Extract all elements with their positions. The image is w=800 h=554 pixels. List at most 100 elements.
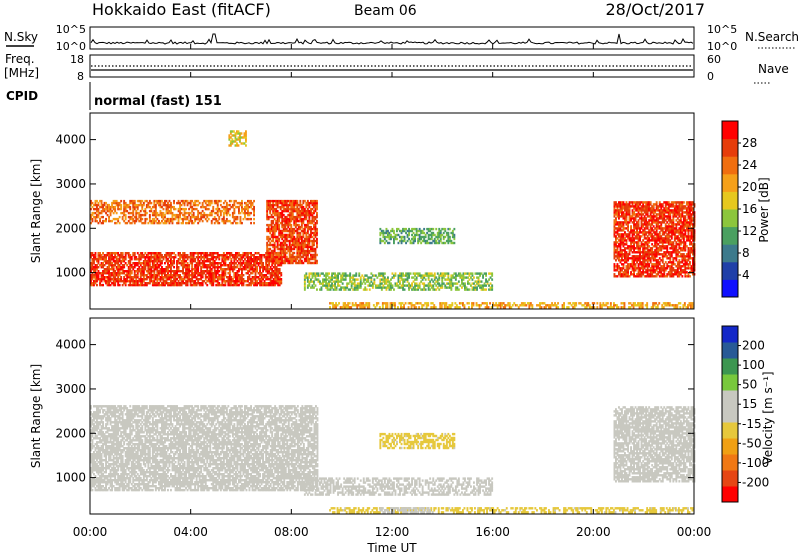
power-cell — [296, 201, 299, 205]
power-cell — [197, 258, 200, 261]
power-cell — [282, 225, 285, 229]
power-cell — [189, 252, 192, 255]
power-cell — [291, 203, 294, 207]
power-cell — [224, 260, 227, 263]
power-cell — [306, 221, 309, 225]
power-cell — [430, 227, 433, 231]
power-cell — [129, 272, 132, 275]
power-cell — [210, 274, 213, 277]
power-cell — [477, 280, 480, 283]
power-cell — [108, 254, 110, 257]
power-cell — [251, 280, 254, 283]
power-cell — [124, 254, 127, 257]
power-cell — [296, 243, 299, 247]
power-cell — [631, 213, 634, 216]
power-cell — [180, 256, 183, 259]
power-cell — [185, 215, 187, 219]
power-cell — [168, 278, 171, 281]
power-cell — [142, 213, 145, 217]
power-cell — [498, 304, 501, 307]
power-cell — [240, 132, 243, 135]
power-cell — [248, 199, 251, 203]
power-cell — [539, 304, 541, 307]
power-cell — [588, 304, 591, 307]
power-cell — [204, 213, 207, 217]
power-cell — [282, 217, 285, 221]
power-cell — [237, 138, 240, 141]
power-cell — [254, 282, 257, 285]
power-cell — [191, 266, 194, 269]
power-cell — [136, 203, 139, 207]
power-cell — [238, 262, 240, 265]
power-cell — [471, 278, 474, 281]
power-cell — [93, 266, 95, 269]
power-cell — [316, 237, 318, 241]
power-cell — [222, 270, 225, 273]
power-cell — [310, 255, 312, 259]
power-cell — [159, 256, 162, 259]
power-cell — [457, 272, 460, 275]
power-cell — [218, 282, 221, 285]
power-cell — [129, 258, 132, 261]
power-cell — [615, 217, 617, 220]
power-cell — [306, 239, 309, 243]
power-cell — [305, 255, 308, 259]
power-cell — [123, 280, 126, 283]
power-cell — [245, 140, 247, 143]
power-cell — [291, 207, 294, 211]
power-cell — [244, 266, 246, 269]
power-cell — [356, 304, 359, 307]
power-cell — [90, 256, 92, 259]
power-cell — [222, 264, 225, 267]
power-cell — [613, 201, 616, 204]
power-cell — [90, 199, 92, 203]
cpid-label: CPID — [6, 89, 38, 103]
power-cell — [386, 304, 389, 307]
power-cell — [305, 272, 308, 275]
power-cell — [238, 209, 240, 213]
power-cell — [323, 278, 326, 281]
power-cell — [625, 201, 628, 204]
power-cell — [188, 207, 191, 211]
power-cell — [256, 260, 258, 263]
power-cell — [153, 211, 156, 215]
power-cell — [627, 273, 629, 276]
power-cell — [622, 215, 625, 218]
power-cell — [251, 258, 254, 261]
power-cell — [294, 209, 297, 213]
power-cell — [114, 254, 117, 257]
power-cell — [222, 278, 225, 281]
power-cell — [394, 304, 396, 307]
power-cell — [489, 272, 492, 275]
power-cell — [378, 306, 381, 309]
power-cell — [188, 201, 191, 205]
power-cell — [263, 256, 266, 259]
power-cell — [411, 233, 413, 237]
power-cell — [210, 254, 213, 257]
power-cell — [256, 256, 258, 259]
power-cell — [206, 213, 209, 217]
power-cell — [641, 302, 644, 305]
power-cell — [352, 278, 355, 281]
power-cell — [639, 249, 641, 252]
power-cell — [290, 203, 293, 207]
power-cell — [221, 270, 224, 273]
power-cell — [637, 211, 640, 214]
power-cell — [353, 304, 356, 307]
power-cell — [135, 262, 138, 265]
power-cell — [276, 203, 279, 207]
power-cell — [349, 288, 352, 291]
power-cell — [440, 306, 443, 309]
power-cell — [156, 276, 159, 279]
power-cell — [267, 227, 270, 231]
power-cell — [183, 201, 186, 205]
power-cell — [624, 237, 626, 240]
power-cell — [618, 235, 620, 238]
power-cell — [619, 225, 622, 228]
power-cell — [132, 254, 135, 257]
power-cell — [124, 221, 127, 225]
power-cell — [183, 266, 186, 269]
power-cell — [379, 280, 382, 283]
power-cell — [337, 280, 339, 283]
power-cell — [305, 201, 308, 205]
